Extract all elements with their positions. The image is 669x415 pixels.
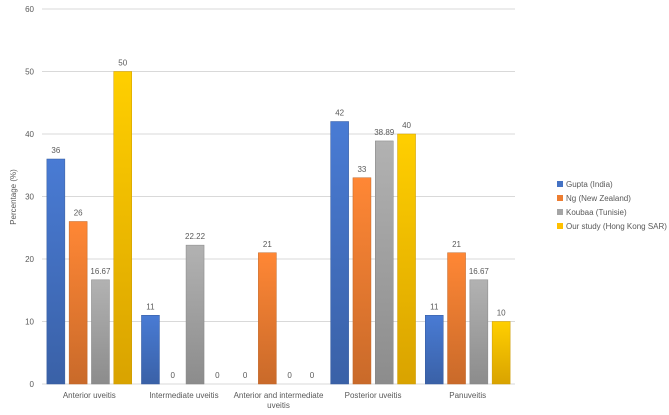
legend-label: Our study (Hong Kong SAR) [566,221,667,231]
gridlines [42,8,515,385]
data-label: 33 [357,165,366,174]
legend: Gupta (India) Ng (New Zealand) Koubaa (Tun… [557,177,667,233]
data-label: 50 [118,59,127,68]
x-tick-label: Posterior uveitis [345,391,402,400]
data-label: 0 [310,371,315,380]
data-label: 11 [430,302,439,311]
bar [447,252,466,385]
y-tick-label: 30 [25,193,34,202]
data-label: 0 [243,371,248,380]
y-tick-label: 40 [25,130,34,139]
bar [141,315,160,385]
data-label: 16.67 [90,267,111,276]
y-tick-label: 50 [25,68,34,77]
data-label: 26 [74,209,83,218]
legend-swatch [557,223,563,229]
legend-item: Gupta (India) [557,177,667,191]
data-label: 22.22 [185,232,206,241]
legend-label: Koubaa (Tunisie) [566,207,627,217]
x-tick-label: Anterior and intermediate uveitis [234,391,324,410]
y-tick-label: 20 [25,255,34,264]
data-label: 0 [287,371,292,380]
data-label: 16.67 [469,267,490,276]
bar [258,252,277,385]
legend-item: Ng (New Zealand) [557,191,667,205]
y-axis-label: Percentage (%) [9,169,18,225]
data-label: 21 [263,240,272,249]
data-label: 11 [146,302,155,311]
legend-item: Our study (Hong Kong SAR) [557,219,667,233]
data-label: 0 [171,371,176,380]
bar [425,315,444,385]
legend-item: Koubaa (Tunisie) [557,205,667,219]
y-axis-ticks: 0 10 20 30 40 50 60 [25,5,34,389]
data-label: 38.89 [374,128,395,137]
bar [330,121,349,385]
legend-label: Gupta (India) [566,179,613,189]
data-label: 0 [215,371,220,380]
bar [469,279,489,385]
bar [352,177,372,385]
bar [185,244,205,385]
legend-swatch [557,209,563,215]
legend-swatch [557,195,563,201]
legend-label: Ng (New Zealand) [566,193,631,203]
bars: 36 26 16.67 50 11 0 22.22 0 0 21 0 0 42 33 38.89 40 11 21… [46,59,511,385]
data-label: 42 [335,109,344,118]
data-label: 10 [497,309,506,318]
y-tick-label: 10 [25,318,34,327]
bar [113,71,132,385]
bar [91,279,110,385]
bar [46,158,66,385]
y-tick-label: 0 [30,380,35,389]
bar [375,140,394,385]
bar [491,321,511,385]
legend-swatch [557,181,563,187]
data-label: 36 [51,146,60,155]
bar [397,133,416,385]
data-label: 40 [402,121,411,130]
x-axis-labels: Anterior uveitis Intermediate uveitis Ante… [63,391,486,410]
data-label: 21 [452,240,461,249]
x-tick-label: Panuveitis [449,391,486,400]
x-tick-label: Intermediate uveitis [149,391,218,400]
y-tick-label: 60 [25,5,34,14]
x-tick-label: Anterior uveitis [63,391,116,400]
bar [68,221,88,385]
